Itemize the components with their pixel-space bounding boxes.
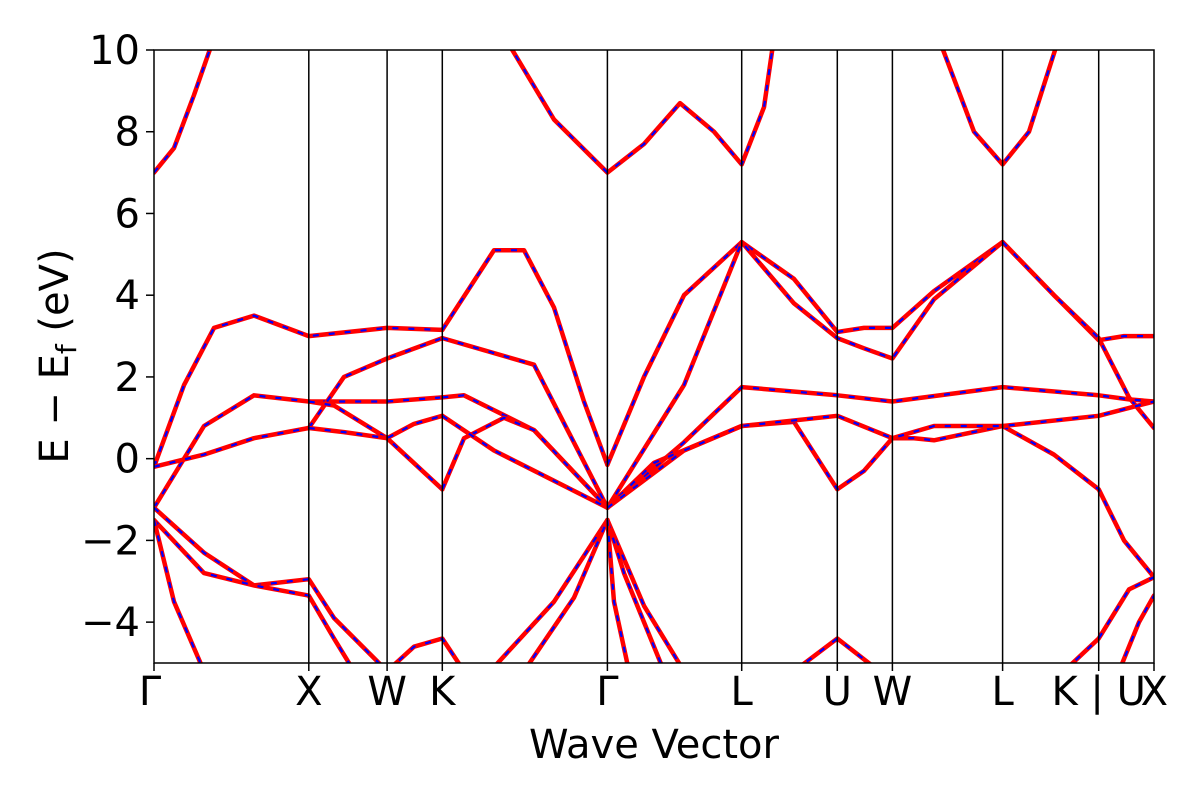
y-axis-title: E − Ef (eV) — [32, 248, 83, 463]
band-line-blue-26 — [496, 518, 681, 663]
x-tick-label: X — [295, 669, 322, 715]
y-tick-label: 6 — [115, 191, 140, 237]
band-line-red-23 — [154, 517, 352, 663]
kpoint-vertical-lines — [308, 50, 1100, 663]
y-axis: 10 8 6 4 2 0 −2 −4 — [81, 28, 154, 646]
x-tick-label: W — [873, 669, 913, 715]
band-line-blue-24 — [154, 519, 202, 663]
band-line-blue-21 — [606, 400, 1154, 509]
x-tick-label: Γ — [596, 669, 619, 715]
band-line-blue-22 — [154, 506, 381, 663]
x-tick-label: U — [823, 669, 852, 715]
band-line-red-15 — [306, 399, 445, 492]
band-line-blue-3 — [154, 314, 443, 468]
y-tick-label: −2 — [81, 518, 140, 564]
y-tick-label: 10 — [89, 28, 140, 74]
x-tick-label: Γ — [139, 669, 162, 715]
y-axis-title-subscript: f — [50, 343, 83, 354]
band-line-blue-28 — [606, 519, 629, 663]
band-line-red-24 — [154, 517, 203, 663]
x-tick-label: K — [429, 669, 457, 715]
y-tick-label: 2 — [115, 355, 140, 401]
band-line-blue-11 — [154, 337, 443, 468]
band-line-red-18 — [1000, 423, 1154, 580]
x-tick-label: K | U — [1051, 669, 1145, 715]
band-line-blue-15 — [308, 400, 444, 491]
band-line-blue-23 — [154, 519, 351, 663]
band-line-red-19 — [306, 413, 445, 441]
x-tick-label: W — [367, 669, 407, 715]
band-line-red-7 — [1000, 239, 1154, 343]
band-line-red-3 — [154, 313, 445, 470]
band-line-red-30 — [1069, 574, 1154, 663]
y-axis-title-unit: (eV) — [32, 248, 78, 344]
band-line-red-31 — [1119, 593, 1154, 663]
band-lines — [154, 50, 1154, 663]
band-line-red-9 — [440, 393, 610, 510]
y-tick-label: −4 — [81, 600, 140, 646]
band-line-blue-2 — [941, 50, 1057, 166]
band-line-red-2 — [940, 50, 1058, 167]
band-line-red-8 — [154, 393, 445, 510]
band-line-red-0 — [154, 50, 213, 175]
y-tick-label: 8 — [115, 110, 140, 156]
band-line-blue-7 — [1001, 241, 1154, 342]
band-line-red-5 — [605, 239, 840, 468]
band-line-blue-29 — [803, 637, 871, 663]
x-tick-label: L — [731, 669, 754, 715]
band-line-blue-1 — [511, 50, 774, 174]
band-line-blue-14 — [1001, 241, 1154, 429]
band-line-blue-6 — [837, 241, 1004, 334]
band-line-red-12 — [440, 335, 610, 510]
x-tick-label: L — [991, 669, 1014, 715]
y-tick-label: 0 — [115, 437, 140, 483]
band-line-blue-9 — [442, 394, 609, 509]
band-line-blue-18 — [1002, 425, 1154, 578]
x-axis-title: Wave Vector — [529, 722, 780, 768]
y-tick-label: 4 — [115, 273, 140, 319]
band-line-red-4 — [440, 247, 610, 468]
band-line-red-29 — [801, 636, 873, 663]
band-line-blue-25 — [394, 637, 460, 663]
band-line-blue-16 — [441, 416, 609, 509]
band-line-red-1 — [509, 50, 775, 175]
band-line-blue-20 — [441, 414, 608, 509]
band-line-blue-31 — [1121, 595, 1154, 663]
y-axis-title-main: E − E — [32, 354, 78, 464]
band-line-blue-5 — [606, 241, 839, 466]
plot-frame — [153, 49, 1155, 664]
x-tick-label: X — [1141, 669, 1168, 715]
